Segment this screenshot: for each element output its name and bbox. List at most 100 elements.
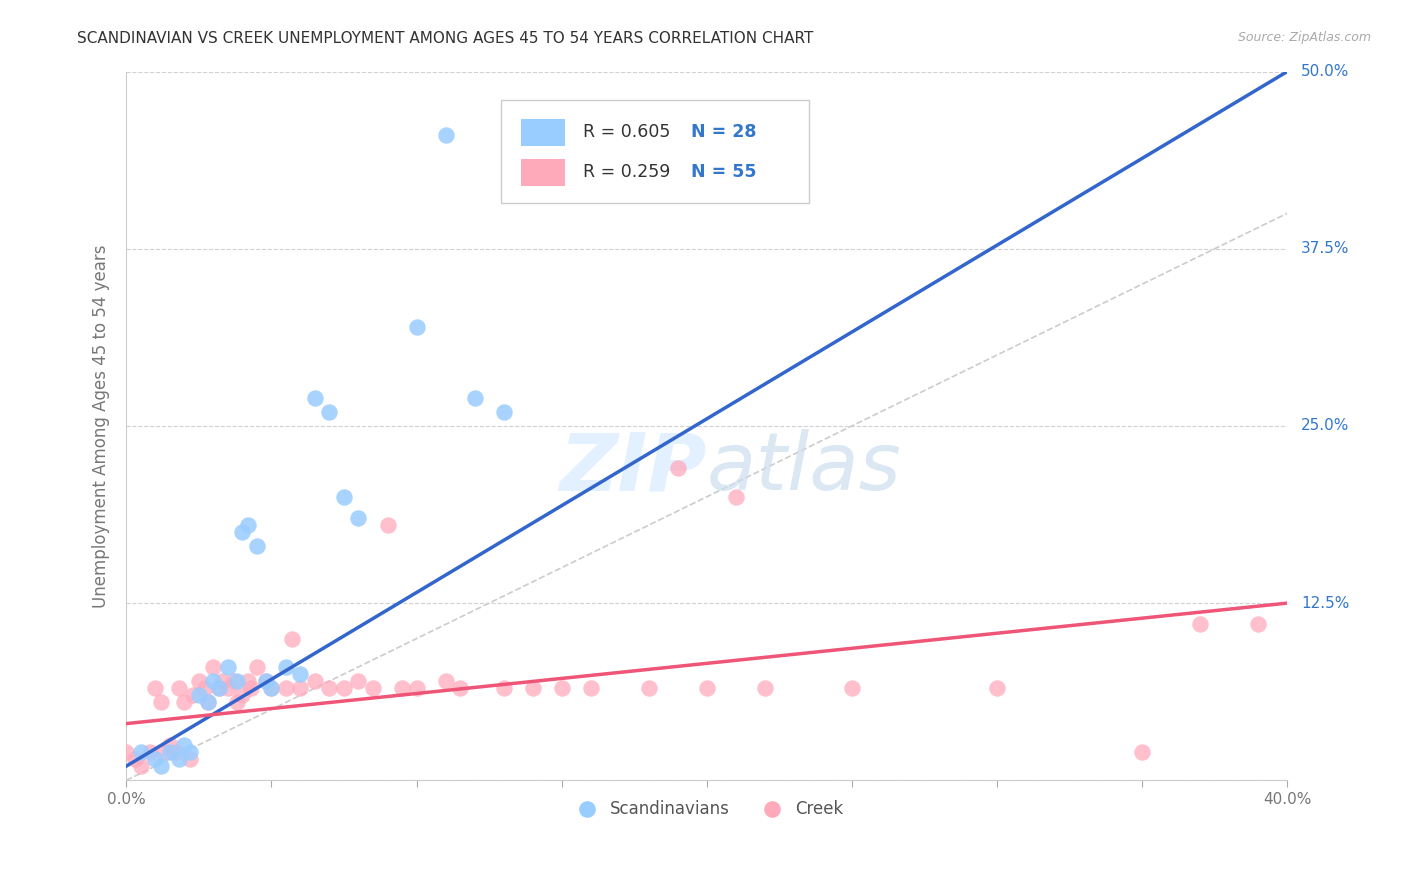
Point: [150, 695, 173, 709]
Point: [254, 674, 277, 689]
Point: [260, 681, 283, 695]
Point: [231, 525, 253, 540]
Text: SCANDINAVIAN VS CREEK UNEMPLOYMENT AMONG AGES 45 TO 54 YEARS CORRELATION CHART: SCANDINAVIAN VS CREEK UNEMPLOYMENT AMONG…: [77, 31, 814, 46]
Point: [304, 391, 326, 405]
Point: [240, 681, 263, 695]
Point: [217, 660, 239, 674]
Point: [173, 738, 195, 752]
Point: [187, 674, 209, 689]
FancyBboxPatch shape: [522, 160, 565, 186]
Point: [666, 461, 689, 475]
Point: [333, 490, 356, 504]
Point: [405, 681, 427, 695]
Point: [129, 759, 152, 773]
Point: [1130, 745, 1153, 759]
Point: [318, 405, 340, 419]
Point: [391, 681, 413, 695]
Point: [208, 681, 231, 695]
Point: [173, 695, 195, 709]
Text: N = 28: N = 28: [690, 123, 756, 141]
Point: [696, 681, 718, 695]
Text: R = 0.259: R = 0.259: [582, 163, 669, 181]
Point: [434, 674, 457, 689]
Point: [254, 674, 277, 689]
Y-axis label: Unemployment Among Ages 45 to 54 years: Unemployment Among Ages 45 to 54 years: [93, 244, 110, 607]
Point: [225, 674, 247, 689]
Point: [150, 759, 173, 773]
Point: [246, 660, 269, 674]
Text: 50.0%: 50.0%: [1301, 64, 1350, 79]
Point: [754, 681, 776, 695]
Point: [377, 518, 399, 533]
Point: [986, 681, 1008, 695]
Point: [333, 681, 356, 695]
Point: [579, 681, 602, 695]
Point: [159, 745, 181, 759]
Point: [290, 667, 312, 681]
Point: [492, 405, 515, 419]
Point: [181, 688, 204, 702]
Point: [280, 632, 302, 646]
Point: [1189, 617, 1212, 632]
Point: [179, 745, 201, 759]
Point: [231, 688, 253, 702]
Point: [167, 752, 190, 766]
Point: [724, 490, 747, 504]
Point: [347, 674, 370, 689]
Point: [143, 681, 166, 695]
Point: [208, 681, 231, 695]
Text: ZIP: ZIP: [560, 429, 707, 508]
Text: 37.5%: 37.5%: [1301, 241, 1350, 256]
Legend: Scandinavians, Creek: Scandinavians, Creek: [564, 794, 851, 825]
Point: [159, 738, 181, 752]
Point: [197, 695, 219, 709]
Text: 25.0%: 25.0%: [1301, 418, 1350, 434]
Point: [1247, 617, 1270, 632]
Point: [290, 681, 312, 695]
FancyBboxPatch shape: [502, 100, 808, 202]
Point: [637, 681, 659, 695]
Text: R = 0.605: R = 0.605: [582, 123, 669, 141]
Point: [274, 681, 297, 695]
Point: [246, 540, 269, 554]
Point: [165, 745, 187, 759]
Point: [143, 752, 166, 766]
Point: [197, 695, 219, 709]
Point: [449, 681, 471, 695]
Point: [129, 745, 152, 759]
Point: [318, 681, 340, 695]
Point: [304, 674, 326, 689]
Point: [434, 128, 457, 143]
Point: [464, 391, 486, 405]
Point: [492, 681, 515, 695]
Point: [138, 745, 160, 759]
Text: N = 55: N = 55: [690, 163, 756, 181]
Point: [238, 674, 260, 689]
Text: 12.5%: 12.5%: [1301, 596, 1350, 611]
Point: [550, 681, 572, 695]
Point: [202, 660, 225, 674]
Point: [361, 681, 384, 695]
Text: atlas: atlas: [707, 429, 901, 508]
Point: [187, 688, 209, 702]
Point: [153, 745, 176, 759]
Point: [115, 745, 138, 759]
Point: [347, 511, 370, 525]
FancyBboxPatch shape: [522, 119, 565, 146]
Point: [522, 681, 544, 695]
Point: [194, 681, 217, 695]
Point: [202, 674, 225, 689]
Point: [167, 681, 190, 695]
Point: [222, 674, 245, 689]
Point: [260, 681, 283, 695]
Text: Source: ZipAtlas.com: Source: ZipAtlas.com: [1237, 31, 1371, 45]
Point: [124, 752, 146, 766]
Point: [211, 674, 233, 689]
Point: [179, 752, 201, 766]
Point: [225, 695, 247, 709]
Point: [238, 518, 260, 533]
Point: [217, 681, 239, 695]
Point: [841, 681, 863, 695]
Point: [274, 660, 297, 674]
Point: [405, 319, 427, 334]
